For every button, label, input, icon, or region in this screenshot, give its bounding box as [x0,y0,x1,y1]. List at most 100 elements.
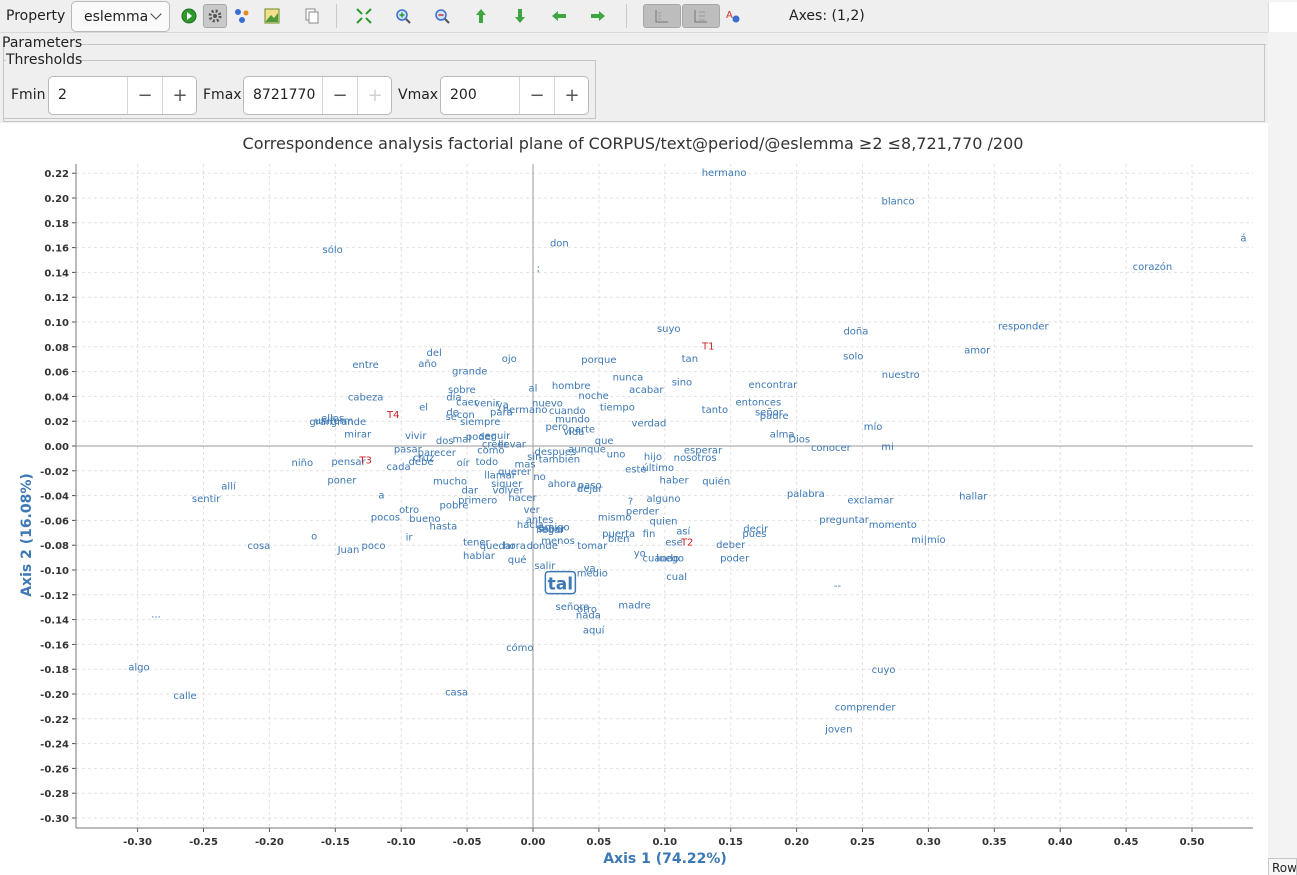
point-label: sentir [192,494,221,505]
clusters-icon [235,9,249,23]
move-left-button[interactable] [547,4,571,28]
point-label: cual [666,572,687,583]
ca-factorial-plane-chart[interactable]: Correspondence analysis factorial plane … [0,123,1268,875]
fmin-increment-button[interactable]: + [162,77,197,114]
settings-button[interactable] [203,4,227,28]
point-label: momento [869,520,917,531]
point-label: calle [173,691,196,702]
y-tick-label: -0.10 [40,566,69,577]
point-label: al [529,384,538,395]
point-label: hijo [644,452,662,463]
point-label: tener [463,537,491,548]
y-tick-label: 0.12 [44,293,69,304]
show-rows-button[interactable] [643,4,681,28]
point-label: despues [535,447,577,458]
column-point-label: T1 [701,342,714,353]
y-axis-title: Axis 2 (16.08%) [19,473,35,597]
point-label: decir [743,524,769,535]
point-label: mal [452,435,471,446]
point-label: a [378,490,384,501]
point-label: año [418,359,437,370]
point-label: qué [508,554,527,566]
move-right-button[interactable] [586,4,610,28]
vmax-spinner[interactable]: 200 − + [440,76,589,115]
font-button[interactable]: A [721,4,745,28]
x-tick-label: 0.20 [784,837,809,848]
point-label: parte [568,425,595,436]
point-label: cabeza [348,392,384,403]
point-label: amigo [539,523,570,534]
point-label: fin [643,529,656,540]
fit-icon [356,8,372,24]
point-label: -- [834,581,842,592]
point-label: allí [221,481,237,493]
point-label: querer [498,467,532,478]
fmin-value[interactable]: 2 [58,87,67,103]
chart-title: Correspondence analysis factorial plane … [243,134,1024,153]
run-button[interactable] [177,4,201,28]
toolbar-separator [336,4,337,28]
zoom-in-button[interactable] [391,4,415,28]
point-label: también [539,453,580,465]
y-tick-label: -0.18 [40,665,69,676]
point-label: cómo [506,642,533,654]
row-tab[interactable]: Row [1268,858,1297,875]
y-tick-label: -0.08 [40,541,69,552]
point-label: seguir [479,431,511,442]
point-label: suyo [657,324,681,335]
move-up-button[interactable] [469,4,493,28]
zoom-out-button[interactable] [430,4,454,28]
point-label: casa [445,688,468,699]
x-tick-label: -0.20 [255,837,284,848]
point-label: porque [581,355,616,366]
point-label: siguer [491,479,523,490]
export-image-button[interactable] [260,4,284,28]
y-tick-label: -0.02 [40,467,69,478]
point-label: palabra [787,489,825,500]
fit-button[interactable] [352,4,376,28]
show-rows-icon [655,10,668,23]
right-side-header [1268,2,1297,32]
point-label: mismo [598,513,632,524]
fmax-value[interactable]: 8721770 [253,87,316,103]
y-tick-label: -0.04 [40,492,69,503]
fmax-decrement-button[interactable]: − [322,77,357,114]
point-label: mas [515,459,536,470]
fmax-spinner[interactable]: 8721770 − + [243,76,392,115]
point-label: ya [497,400,509,411]
clusters-button[interactable] [230,4,254,28]
fmin-spinner[interactable]: 2 − + [48,76,197,115]
selected-point-box [544,570,577,595]
vmax-increment-button[interactable]: + [554,77,589,114]
y-tick-label: -0.06 [40,516,69,527]
fmin-decrement-button[interactable]: − [127,77,162,114]
point-label: poder [466,432,496,443]
property-select-value: eslemma [84,9,149,25]
settings-icon [208,9,222,23]
point-label: pero [545,422,568,433]
y-tick-label: 0.22 [44,169,69,180]
property-label: Property [6,8,66,24]
move-down-button[interactable] [508,4,532,28]
point-label: ? [628,497,633,508]
point-label: señora [556,602,590,613]
vmax-decrement-button[interactable]: − [519,77,554,114]
copy-button[interactable] [300,4,324,28]
point-label: hacia [517,520,544,531]
property-select[interactable]: eslemma [71,1,170,32]
point-label: ir [406,533,414,544]
point-label: siempre [460,417,500,428]
show-cols-button[interactable] [682,4,720,28]
x-tick-label: 0.25 [850,837,875,848]
point-label: alguno [646,494,680,505]
font-icon: A [726,10,740,23]
point-label: hallar [959,492,988,503]
vmax-value[interactable]: 200 [450,87,477,103]
point-label: Juan [337,545,360,556]
fmax-increment-button[interactable]: + [357,77,392,114]
point-label: comprender [835,702,897,713]
y-tick-label: 0.10 [44,318,69,329]
x-tick-label: -0.30 [123,837,152,848]
point-label: niño [292,458,314,469]
point-label: uniform [315,416,354,427]
